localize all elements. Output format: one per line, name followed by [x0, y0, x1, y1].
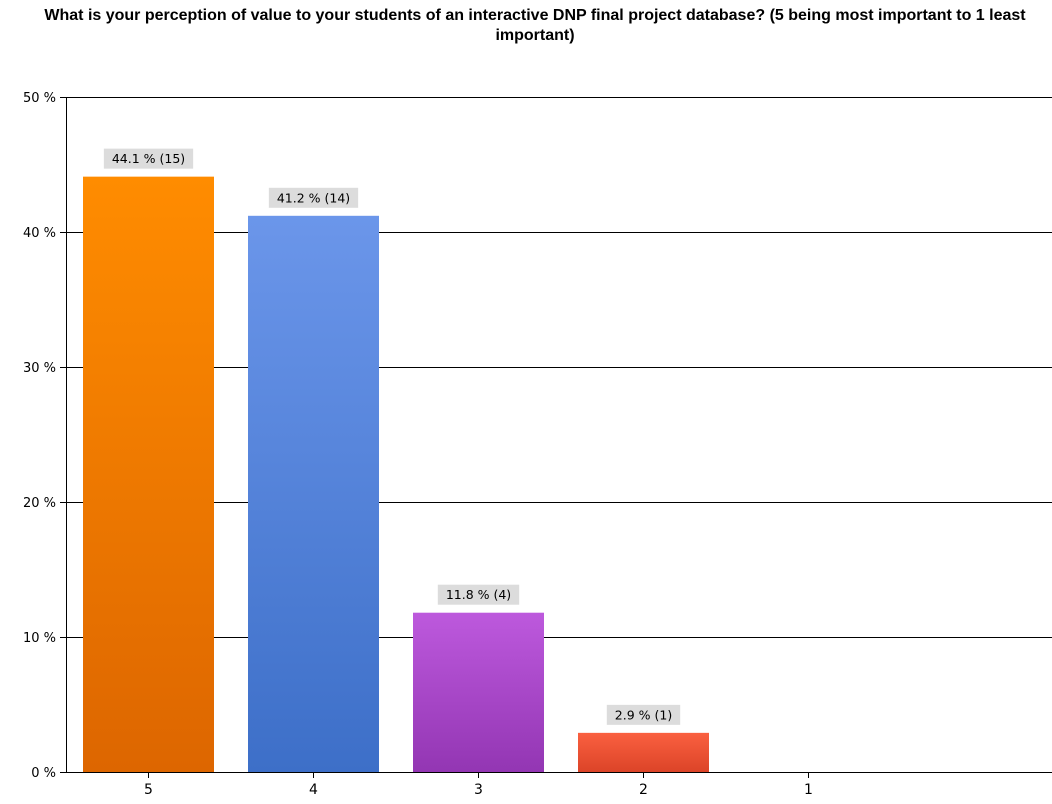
x-tick-label: 2 — [639, 782, 648, 798]
data-labels: 44.1 % (15) 41.2 % (14) 11.8 % (4) 2.9 % (1… — [103, 148, 681, 725]
chart-title: What is your perception of value to your… — [44, 7, 1026, 44]
data-label-background — [268, 187, 359, 208]
bars — [83, 176, 709, 773]
y-tick-label: 40 % — [23, 226, 56, 241]
y-tick-label: 30 % — [23, 361, 56, 376]
y-tick-label: 20 % — [23, 496, 56, 511]
data-label-5: 44.1 % (15) — [103, 148, 194, 169]
x-tick-label: 3 — [474, 782, 483, 798]
data-label-text: 41.2 % (14) — [277, 190, 350, 205]
x-tick-label: 1 — [804, 782, 813, 798]
gridlines — [66, 97, 1052, 638]
data-label-2: 2.9 % (1) — [606, 704, 681, 725]
x-tick-label: 4 — [309, 782, 318, 798]
data-label-4: 41.2 % (14) — [268, 187, 359, 208]
data-label-text: 44.1 % (15) — [112, 151, 185, 166]
y-tick-label: 0 % — [31, 766, 56, 781]
bar-5 — [83, 176, 214, 772]
bar-2 — [578, 732, 709, 772]
y-tick-label: 10 % — [23, 631, 56, 646]
data-label-background — [606, 704, 681, 725]
data-label-3: 11.8 % (4) — [437, 584, 520, 605]
data-label-background — [437, 584, 520, 605]
axes: 0 % 10 % 20 % 30 % 40 % 50 % 5 4 3 2 1 — [23, 91, 1052, 798]
x-tick-label: 5 — [144, 782, 153, 798]
y-tick-label: 50 % — [23, 91, 56, 106]
bar-3 — [413, 612, 544, 772]
data-label-background — [103, 148, 194, 169]
bar-4 — [248, 215, 379, 773]
data-label-text: 2.9 % (1) — [615, 707, 672, 722]
data-label-text: 11.8 % (4) — [446, 587, 511, 602]
